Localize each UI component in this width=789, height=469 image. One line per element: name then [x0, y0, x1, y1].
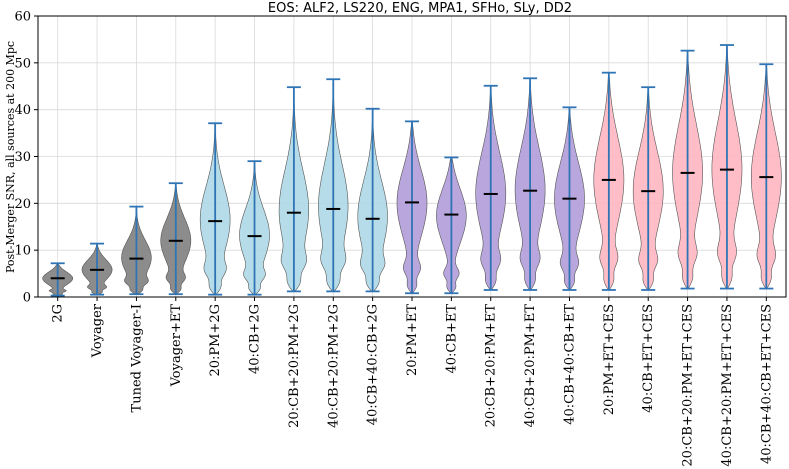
x-tick-label: 40:CB+ET — [444, 304, 459, 374]
x-tick-label: 20:CB+20:PM+ET — [484, 304, 499, 428]
y-ticks: 0 10 20 30 40 50 60 — [14, 10, 38, 306]
x-tick-label: 40:CB+40:CB+ET — [563, 304, 578, 425]
whiskers — [50, 44, 774, 297]
x-tick-label: 40:CB+40:CB+2G — [366, 304, 381, 425]
x-tick-label: Voyager+ET — [169, 304, 184, 388]
x-tick-label: 40:CB+2G — [248, 304, 263, 374]
y-tick-label: 60 — [14, 10, 31, 25]
x-tick-label: 40:CB+40:CB+ET+CES — [759, 304, 774, 464]
x-ticks: 2G Voyager Tuned Voyager-I Voyager+ET 20:PM+… — [51, 297, 774, 467]
x-tick-label: 20:PM+ET+CES — [602, 304, 617, 415]
x-tick-label: 40:CB+20:PM+2G — [326, 304, 341, 428]
y-tick-label: 40 — [14, 103, 31, 118]
y-axis-label: Post-Merger SNR, all sources at 200 Mpc — [4, 41, 17, 273]
x-tick-label: 40:CB+20:PM+ET+CES — [720, 304, 735, 467]
x-tick-label: 20:PM+2G — [208, 304, 223, 377]
x-tick-label: 20:CB+20:PM+ET+CES — [681, 304, 696, 467]
x-tick-label: 40:CB+20:PM+ET — [523, 304, 538, 428]
x-tick-label: Voyager — [90, 303, 105, 358]
y-tick-label: 20 — [14, 197, 31, 212]
x-tick-label: 2G — [51, 304, 66, 323]
y-tick-label: 0 — [23, 291, 31, 306]
x-tick-label: 20:PM+ET — [405, 304, 420, 376]
y-tick-label: 10 — [14, 244, 31, 259]
chart-title: EOS: ALF2, LS220, ENG, MPA1, SFHo, SLy, … — [268, 1, 572, 16]
x-tick-label: 40:CB+ET+CES — [641, 304, 656, 413]
y-tick-label: 30 — [14, 150, 31, 165]
x-tick-label: Tuned Voyager-I — [129, 304, 144, 412]
x-tick-label: 20:CB+20:PM+2G — [287, 304, 302, 428]
y-tick-label: 50 — [14, 56, 31, 71]
